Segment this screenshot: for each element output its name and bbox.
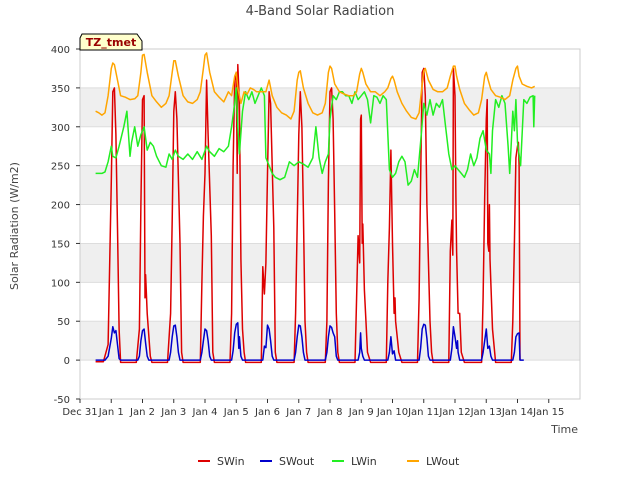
y-tick-label: 300 [51,123,70,134]
legend-label-swin: SWin [217,455,245,468]
series-line-swin [95,63,521,364]
background-band [80,165,580,205]
x-tick-label: Jan 15 [532,407,564,418]
y-tick-label: 400 [51,45,70,56]
x-tick-label: Jan 12 [438,407,470,418]
x-tick-label: Jan 9 [348,407,374,418]
station-tag-label: TZ_tmet [86,36,136,49]
station-tag-box [79,33,143,51]
y-tick-label: -50 [54,395,70,406]
chart-title: 4-Band Solar Radiation [246,4,395,19]
x-axis-label: Time [550,423,578,436]
series-lines [95,52,536,364]
y-tick-label: 50 [57,317,70,328]
x-tick-label: Jan 3 [160,407,186,418]
x-tick-label: Jan 7 [285,407,311,418]
x-tick-label: Jan 14 [501,407,533,418]
x-tick-label: Jan 6 [254,407,280,418]
y-tick-label: 250 [51,162,70,173]
y-axis-ticks: -50 0 50 100 150 200 250 300 350 400 [51,45,80,406]
x-tick-label: Dec 31 [62,407,97,418]
x-tick-label: Jan 13 [470,407,502,418]
x-axis-ticks: Dec 31 Jan 1 Jan 2 Jan 3 Jan 4 Jan 5 Jan 6 Jan … [62,399,564,418]
x-tick-label: Jan 8 [317,407,343,418]
y-tick-label: 350 [51,84,70,95]
station-tag: TZ_tmet [79,33,143,51]
y-tick-label: 0 [64,356,70,367]
series-line-lwout [95,52,536,120]
x-tick-label: Jan 2 [129,407,155,418]
x-tick-label: Jan 4 [192,407,218,418]
x-tick-label: Jan 1 [98,407,124,418]
series-line-lwin [95,87,536,186]
legend-label-lwout: LWout [426,455,460,468]
x-tick-label: Jan 11 [407,407,439,418]
y-tick-label: 150 [51,239,70,250]
legend-label-swout: SWout [279,455,315,468]
y-tick-label: 100 [51,278,70,289]
series-line-swout [95,322,524,361]
y-axis-label: Solar Radiation (W/m2) [8,162,21,290]
y-tick-label: 200 [51,201,70,212]
legend-label-lwin: LWin [351,455,377,468]
x-tick-label: Jan 5 [223,407,249,418]
x-tick-label: Jan 10 [376,407,408,418]
background-band [80,243,580,283]
legend: SWin SWout LWin LWout [198,455,460,468]
